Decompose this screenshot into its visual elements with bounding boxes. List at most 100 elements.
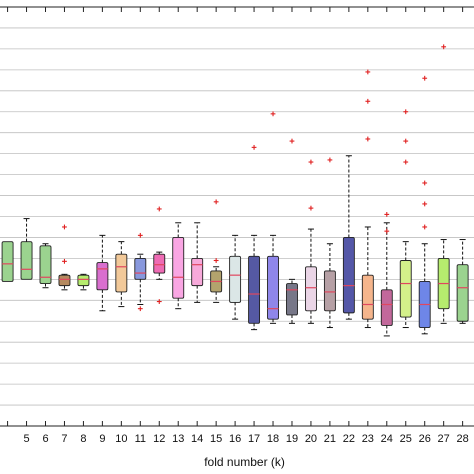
box-body: [342, 236, 355, 314]
box-body: [361, 274, 374, 320]
box-k18: [267, 111, 279, 324]
outlier-marker: [327, 157, 333, 163]
x-tick-label: 10: [115, 433, 127, 445]
outlier-marker: [62, 224, 67, 230]
outlier-marker: [403, 109, 409, 115]
box-k23: [361, 69, 374, 329]
x-tick-label: 7: [61, 433, 67, 445]
box-body: [229, 255, 242, 303]
outlier-marker: [441, 44, 447, 50]
box-k16: [229, 234, 242, 320]
box-body: [172, 236, 185, 299]
box-k15: [210, 199, 223, 303]
box-body: [304, 266, 317, 312]
box-k21: [323, 157, 336, 329]
box-body: [323, 270, 336, 312]
box-body: [58, 274, 71, 287]
box-k5: [20, 218, 33, 280]
outlier-marker: [137, 232, 143, 238]
outlier-marker: [308, 205, 314, 211]
box-body: [456, 264, 469, 322]
box-body: [191, 257, 204, 287]
box-k12: [153, 206, 166, 304]
box-k9: [96, 234, 109, 312]
box-k17: [248, 144, 261, 331]
x-tick-label: 28: [456, 433, 468, 445]
box-body: [134, 257, 147, 280]
outlier-marker: [384, 212, 390, 217]
x-tick-label: 25: [400, 433, 412, 445]
outlier-marker: [289, 138, 295, 144]
box-k19: [286, 138, 298, 324]
box-body: [267, 255, 279, 320]
x-tick-label: 20: [305, 433, 317, 445]
x-tick-label: 14: [191, 433, 203, 445]
outlier-marker: [213, 199, 219, 205]
outlier-marker: [403, 138, 409, 144]
box-k26: [418, 75, 431, 335]
x-tick-label: 24: [381, 433, 393, 445]
x-tick-label: 13: [172, 433, 184, 445]
box-body: [96, 262, 109, 291]
x-axis-ticks: 5 6 7 8 9 10 11 12 13 14 15 16 17 18 19 20 21 22 23 24 25 26 2…: [23, 433, 468, 445]
outlier-marker: [422, 224, 428, 230]
x-tick-label: 22: [343, 433, 355, 445]
x-axis-label: fold number (k): [204, 455, 285, 469]
box-body: [380, 289, 393, 326]
outlier-marker: [422, 75, 428, 81]
box-series: [1, 44, 469, 337]
outlier-marker: [308, 159, 314, 165]
outlier-marker: [62, 258, 67, 264]
box-k14: [191, 222, 204, 303]
box-k28: [456, 239, 469, 324]
outlier-marker: [156, 299, 162, 304]
x-tick-label: 27: [438, 433, 450, 445]
box-k11: [134, 232, 147, 312]
outlier-marker: [422, 201, 428, 207]
x-tick-label: 26: [419, 433, 431, 445]
box-body: [115, 253, 128, 293]
outlier-marker: [365, 136, 371, 142]
x-tick-label: 16: [229, 433, 241, 445]
outlier-marker: [156, 206, 162, 212]
box-k24: [380, 212, 393, 337]
box-body: [153, 253, 166, 274]
outlier-marker: [251, 144, 257, 150]
box-k20: [304, 159, 317, 324]
outlier-marker: [365, 98, 371, 104]
box-body: [399, 260, 412, 318]
x-tick-label: 17: [248, 433, 260, 445]
x-tick-label: 23: [362, 433, 374, 445]
outlier-marker: [422, 180, 428, 186]
box-k13: [172, 222, 185, 310]
outlier-marker: [213, 258, 219, 263]
outlier-marker: [270, 111, 276, 117]
box-body: [1, 241, 14, 282]
box-body: [77, 274, 90, 287]
box-body: [248, 255, 261, 324]
axes-frame: [0, 6, 474, 427]
x-tick-label: 15: [210, 433, 222, 445]
box-body: [20, 241, 33, 280]
box-body: [39, 245, 52, 284]
outlier-marker: [384, 228, 390, 234]
box-k7: [58, 224, 71, 291]
box-k25: [399, 109, 412, 329]
box-k10: [115, 241, 128, 308]
outlier-marker: [403, 159, 409, 165]
box-k8: [77, 273, 90, 291]
x-tick-label: 5: [23, 433, 29, 445]
x-tick-label: 21: [324, 433, 336, 445]
x-tick-label: 6: [42, 433, 48, 445]
gridlines: [0, 27, 474, 406]
outlier-marker: [365, 69, 371, 75]
box-k22: [342, 155, 355, 320]
x-tick-label: 9: [99, 433, 105, 445]
box-k6: [39, 243, 52, 289]
box-k4: [1, 241, 14, 282]
outlier-marker: [137, 306, 143, 312]
x-tick-label: 12: [153, 433, 165, 445]
x-tick-label: 18: [267, 433, 279, 445]
x-tick-label: 11: [135, 433, 146, 445]
